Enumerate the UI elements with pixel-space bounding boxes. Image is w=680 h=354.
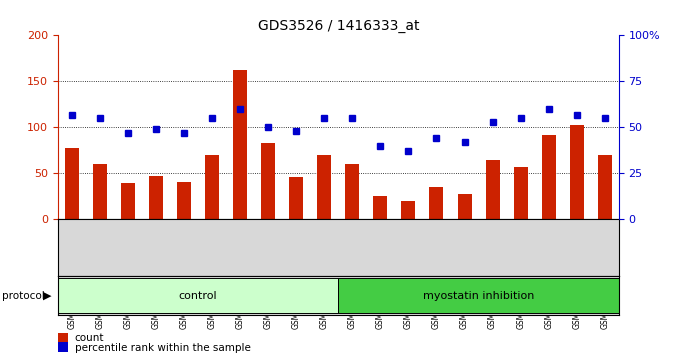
Text: count: count <box>75 333 104 343</box>
Bar <box>58 278 339 313</box>
Bar <box>233 70 247 219</box>
Bar <box>542 135 556 219</box>
Bar <box>486 160 500 219</box>
Bar <box>373 196 388 219</box>
Text: protocol: protocol <box>2 291 45 301</box>
Text: control: control <box>179 291 218 301</box>
Bar <box>289 177 303 219</box>
Bar <box>177 182 191 219</box>
Bar <box>513 167 528 219</box>
Bar <box>345 164 359 219</box>
Bar <box>430 187 443 219</box>
Bar <box>93 164 107 219</box>
Title: GDS3526 / 1416333_at: GDS3526 / 1416333_at <box>258 19 419 33</box>
Bar <box>598 155 612 219</box>
Bar <box>205 155 219 219</box>
Bar <box>458 194 471 219</box>
Bar <box>149 176 163 219</box>
Bar <box>401 201 415 219</box>
Text: ▶: ▶ <box>43 291 52 301</box>
Bar <box>318 155 331 219</box>
Bar <box>570 125 583 219</box>
Bar <box>339 278 619 313</box>
Bar <box>121 183 135 219</box>
Bar <box>65 148 79 219</box>
Text: myostatin inhibition: myostatin inhibition <box>423 291 534 301</box>
Bar <box>261 143 275 219</box>
Text: percentile rank within the sample: percentile rank within the sample <box>75 343 251 353</box>
